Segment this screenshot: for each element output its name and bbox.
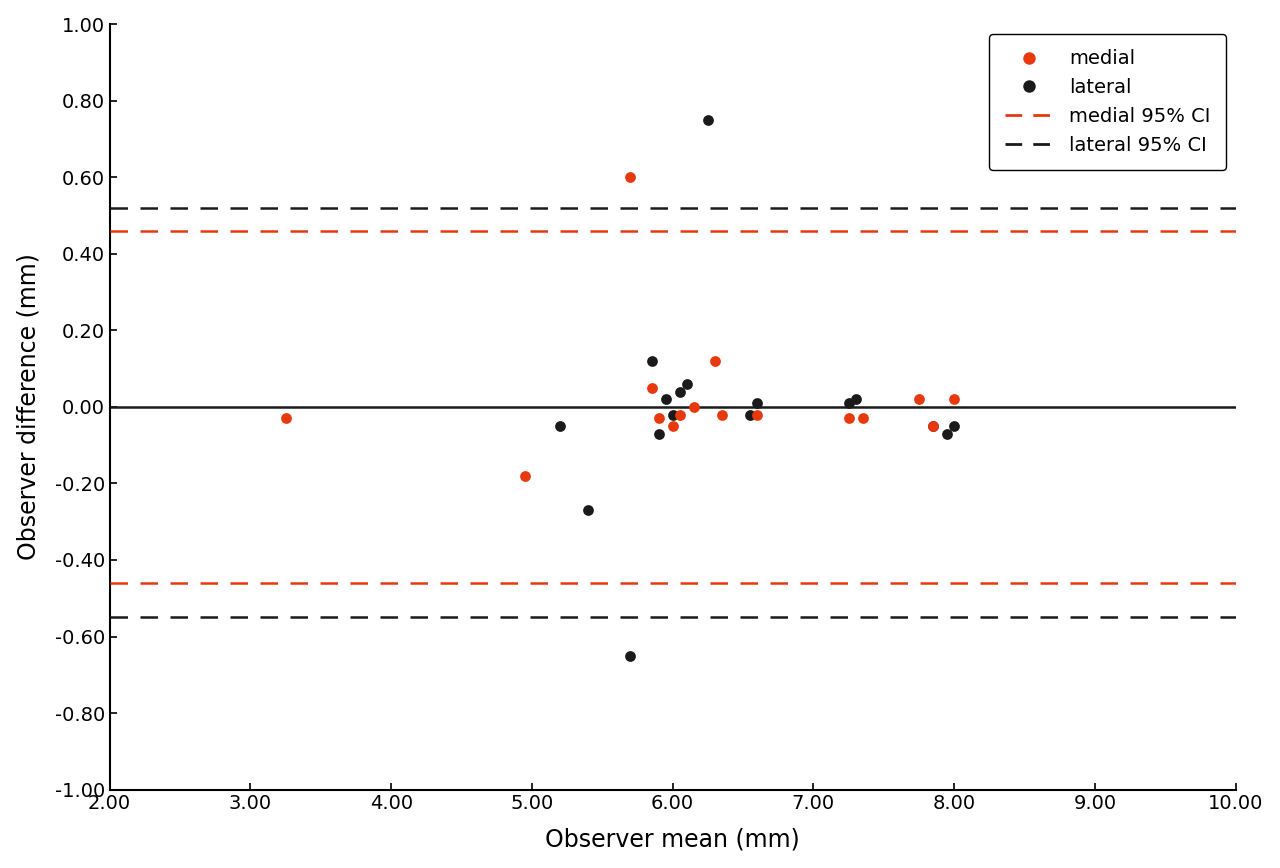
Point [579,503,599,517]
Point [515,469,535,483]
Point [746,408,767,422]
Point [838,411,859,425]
Point [943,392,964,406]
Point [669,408,690,422]
Point [705,354,726,368]
Y-axis label: Observer difference (mm): Observer difference (mm) [17,253,41,561]
Point [684,400,704,414]
Point [655,392,676,406]
Point [669,385,690,398]
Point [852,411,873,425]
Point [641,381,662,395]
Point [845,392,865,406]
Point [937,427,957,441]
Point [740,408,760,422]
Point [649,411,669,425]
X-axis label: Observer mean (mm): Observer mean (mm) [545,827,800,852]
Point [838,396,859,410]
Point [641,354,662,368]
Point [909,392,929,406]
Point [677,377,698,391]
Point [943,419,964,433]
Legend: medial, lateral, medial 95% CI, lateral 95% CI: medial, lateral, medial 95% CI, lateral … [989,34,1226,170]
Point [698,113,718,127]
Point [663,408,684,422]
Point [649,427,669,441]
Point [712,408,732,422]
Point [550,419,571,433]
Point [275,411,296,425]
Point [923,419,943,433]
Point [746,396,767,410]
Point [621,170,641,184]
Point [663,419,684,433]
Point [621,648,641,662]
Point [923,419,943,433]
